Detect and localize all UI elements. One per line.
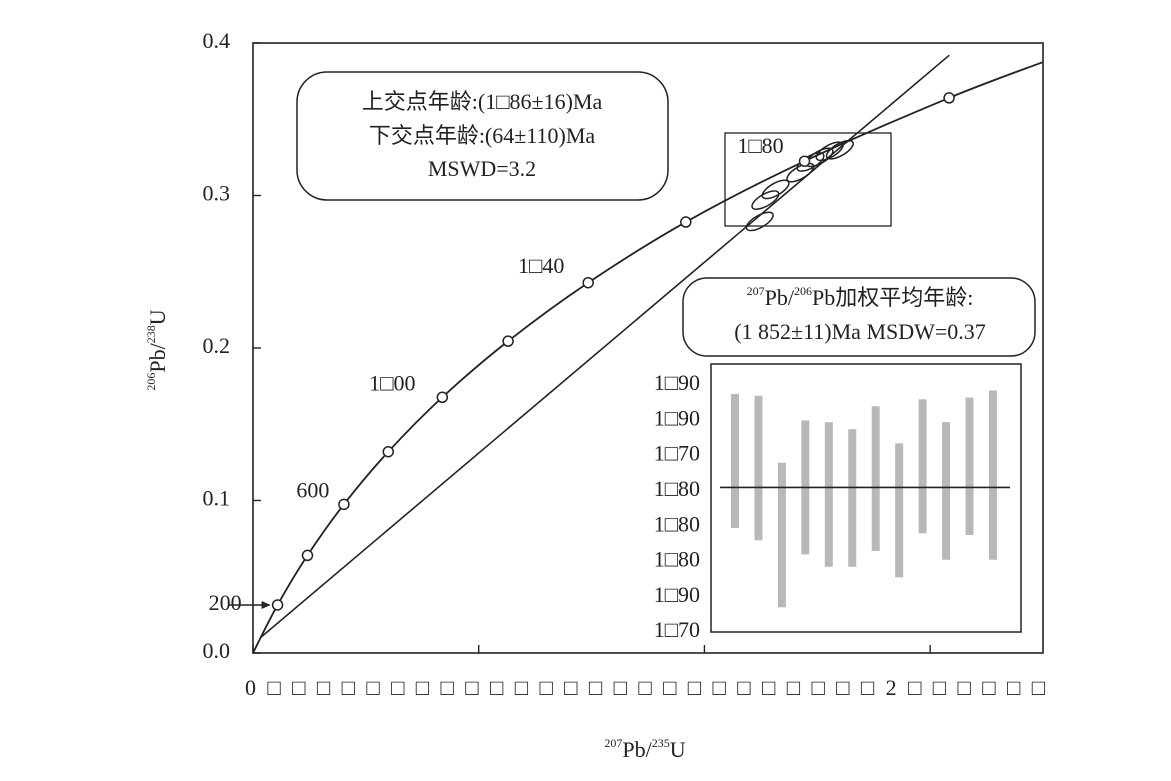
- y-tick-label: 1□80: [654, 511, 700, 536]
- age-marker: [436, 391, 449, 404]
- y-tick-label: 1□90: [654, 370, 700, 395]
- y-axis-title-part: U: [145, 309, 170, 325]
- age-marker: [582, 276, 594, 289]
- discordia-line: [259, 54, 950, 639]
- age-label: 600: [296, 477, 329, 502]
- age-marker: [502, 335, 514, 347]
- annotation-part: 207: [747, 284, 765, 298]
- error-bar: [965, 397, 974, 536]
- y-tick-label: 1□90: [654, 582, 700, 607]
- error-bar: [824, 422, 833, 567]
- data-ellipse: [825, 139, 854, 160]
- error-bar: [895, 443, 904, 578]
- x-axis-title-part: Pb/: [622, 737, 652, 762]
- age-marker: [680, 216, 692, 228]
- x-axis-title: 207Pb/235U: [604, 736, 685, 762]
- age-marker: [943, 92, 955, 104]
- y-tick-label: 0.3: [203, 181, 231, 206]
- y-tick-label: 1□80: [654, 547, 700, 572]
- age-marker: [382, 445, 395, 458]
- annotation-part: 206: [794, 284, 812, 298]
- y-tick-label: 0.4: [203, 28, 231, 53]
- y-tick-label: 1□90: [654, 405, 700, 430]
- annotation: 下交点年龄:(64±110)Ma: [369, 123, 596, 148]
- age-marker: [798, 155, 811, 167]
- x-axis-title-part: 207: [604, 736, 622, 750]
- age-marker: [301, 549, 314, 562]
- y-axis-title-part: Pb/: [145, 342, 170, 372]
- intercept-box: [296, 71, 669, 201]
- error-bar: [871, 406, 880, 551]
- age-marker: [271, 599, 284, 611]
- y-tick-label: 1□70: [654, 617, 700, 642]
- annotation-part: Pb/: [765, 285, 795, 310]
- age-label: 200: [209, 590, 242, 615]
- error-bar: [754, 395, 763, 541]
- annotation: 上交点年龄:(1□86±16)Ma: [362, 89, 603, 114]
- age-label: 1□40: [518, 253, 564, 278]
- annotation: 207Pb/206Pb加权平均年龄:: [747, 284, 974, 310]
- error-bar: [988, 390, 997, 560]
- y-tick-label: 0.2: [203, 333, 231, 358]
- error-bar: [918, 399, 927, 534]
- age-label: 1□00: [369, 370, 415, 395]
- x-axis-title-part: U: [670, 737, 686, 762]
- data-ellipse: [815, 141, 844, 162]
- y-axis-title: 206Pb/238U: [144, 309, 170, 390]
- age-marker: [338, 498, 350, 511]
- mean-box: [682, 277, 1036, 357]
- error-bar: [942, 422, 951, 560]
- age-label: 1□80: [737, 133, 783, 158]
- annotation: (1 852±11)Ma MSDW=0.37: [734, 319, 986, 344]
- error-bar: [848, 429, 857, 567]
- annotation: MSWD=3.2: [428, 156, 536, 181]
- y-tick-label: 0.1: [203, 486, 231, 511]
- error-bar: [777, 462, 786, 608]
- data-ellipse: [745, 211, 774, 232]
- y-tick-label: 0.0: [203, 638, 231, 663]
- y-axis-title-part: 238: [144, 325, 158, 343]
- x-axis-title-part: 235: [652, 736, 670, 750]
- error-bar: [731, 393, 739, 528]
- arrow-head: [261, 600, 271, 609]
- y-tick-label: 1□70: [654, 441, 700, 466]
- zoom-box: [724, 132, 892, 227]
- annotation-part: Pb加权平均年龄:: [812, 285, 973, 310]
- y-tick-label: 1□80: [654, 476, 700, 501]
- x-tick-labels: 0□□□□□□□□□□□□□□□□□□□□□□□□□2□□□□□□: [245, 675, 1045, 700]
- y-axis-title-part: 206: [144, 373, 158, 391]
- data-ellipse: [751, 190, 780, 210]
